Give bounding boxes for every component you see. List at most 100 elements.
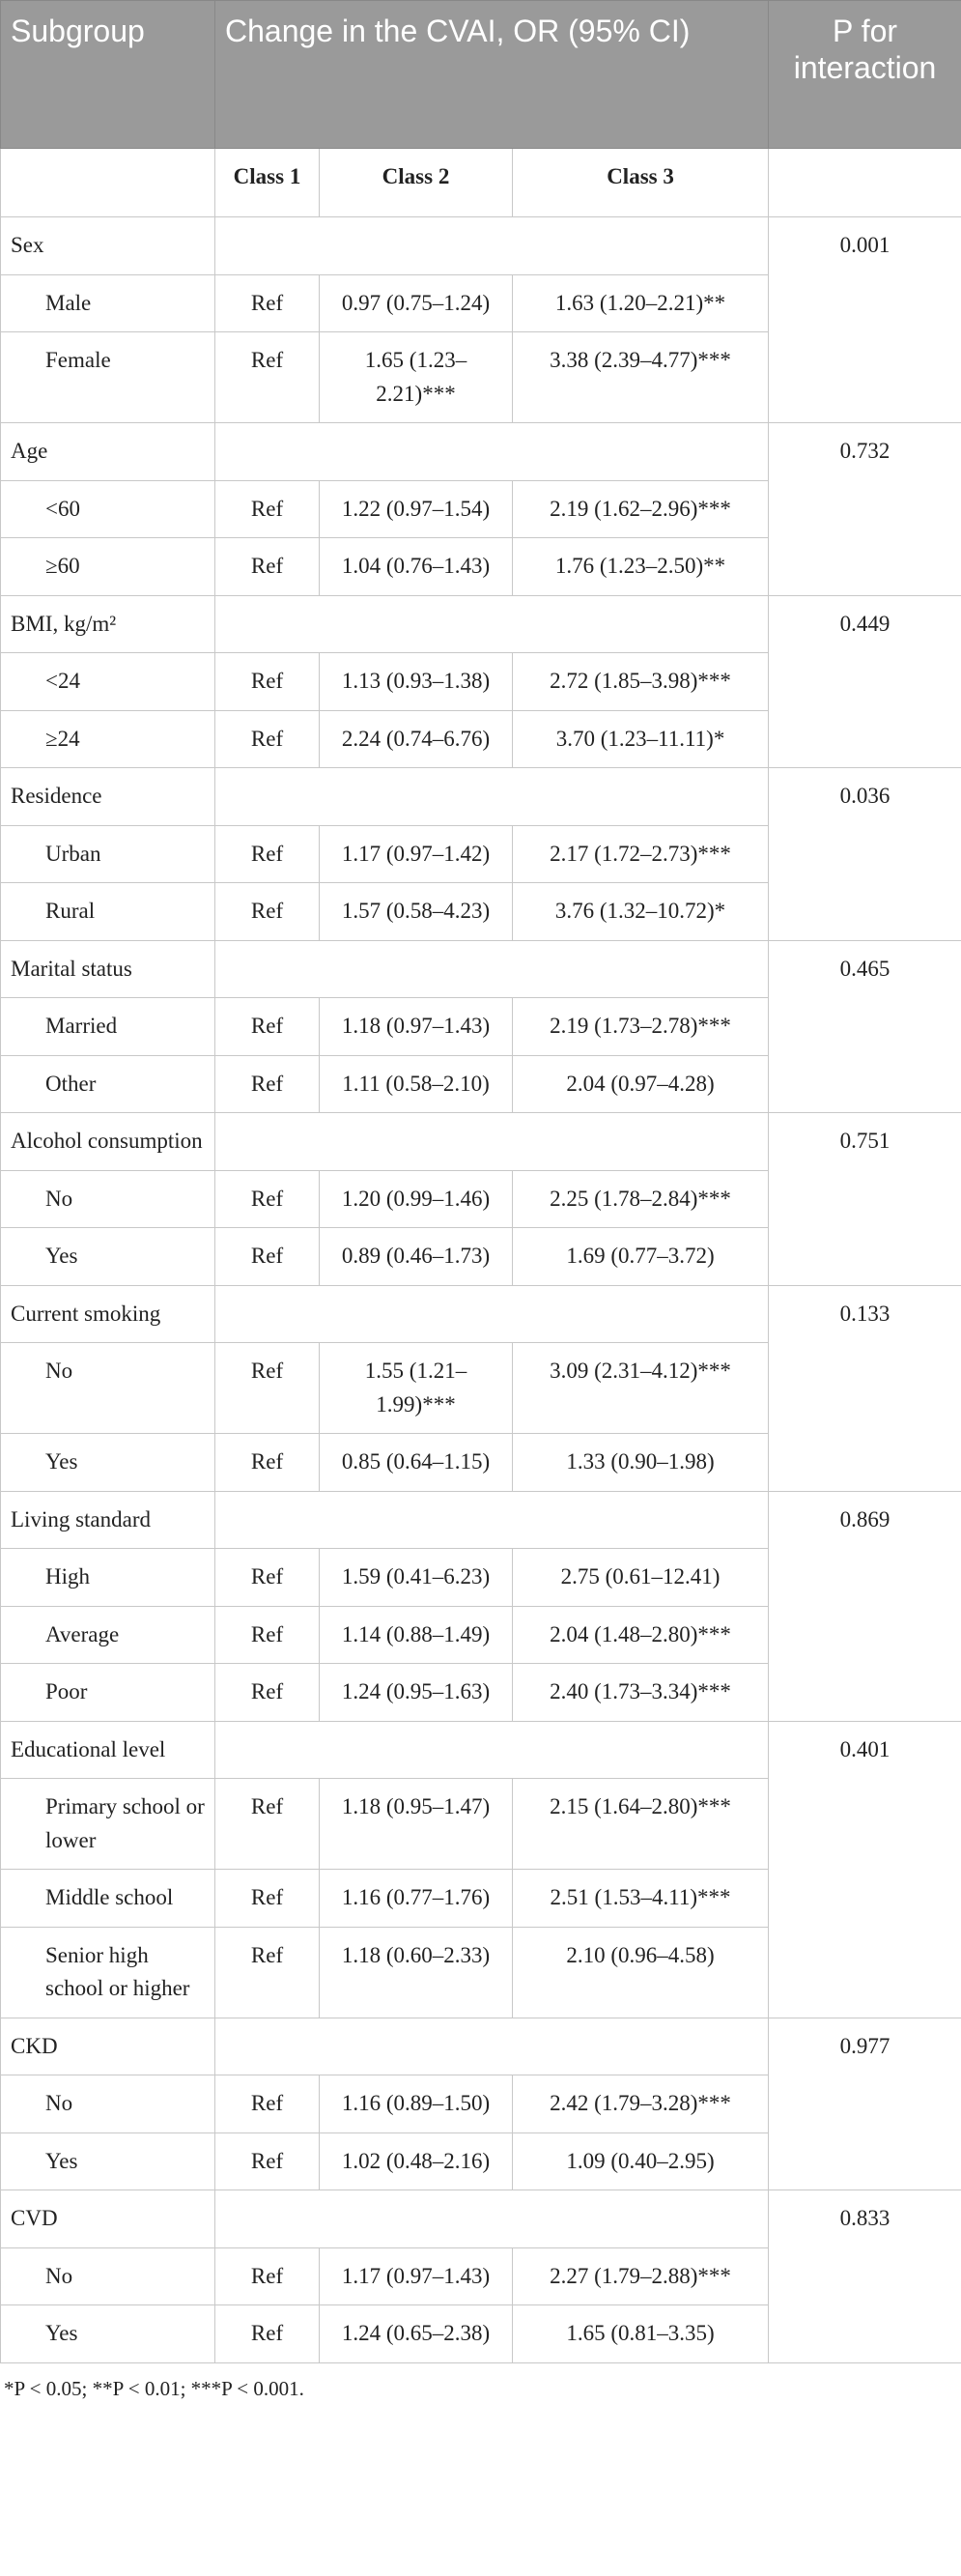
subgroup-label: Yes — [0, 1433, 215, 1492]
group-label: Current smoking — [0, 1284, 215, 1343]
or-cell: 1.59 (0.41–6.23) — [319, 1548, 513, 1607]
subgroup-row: No Ref 1.16 (0.89–1.50) 2.42 (1.79–3.28)*** — [0, 2075, 961, 2133]
subheader-cell: Class 1 — [214, 148, 320, 217]
or-cell: 1.24 (0.95–1.63) — [319, 1663, 513, 1722]
or-cell: Ref — [214, 1548, 320, 1607]
or-cell: 1.33 (0.90–1.98) — [511, 1433, 770, 1492]
or-cell: 1.11 (0.58–2.10) — [319, 1054, 513, 1113]
subgroup-row: ≥24 Ref 2.24 (0.74–6.76) 3.70 (1.23–11.11)* — [0, 709, 961, 768]
or-cell: Ref — [214, 2132, 320, 2190]
empty-cell — [213, 2017, 770, 2075]
subgroup-row: <60 Ref 1.22 (0.97–1.54) 2.19 (1.62–2.96)**… — [0, 479, 961, 538]
or-cell: 2.19 (1.62–2.96)*** — [511, 479, 770, 538]
subgroup-row: Primary school or lower Ref 1.18 (0.95–1.4… — [0, 1778, 961, 1870]
subgroup-label: <24 — [0, 652, 215, 711]
or-cell: 1.76 (1.23–2.50)** — [511, 537, 770, 596]
subgroup-label: Senior high school or higher — [0, 1926, 215, 2018]
subgroup-row: Yes Ref 1.02 (0.48–2.16) 1.09 (0.40–2.95) — [0, 2132, 961, 2190]
subgroup-label: Female — [0, 331, 215, 423]
subgroup-label: No — [0, 2075, 215, 2133]
or-cell: 2.27 (1.79–2.88)*** — [511, 2247, 770, 2305]
empty-cell — [213, 1112, 770, 1171]
group-row: Alcohol consumption 0.751 — [0, 1112, 961, 1286]
p-value: 0.732 — [768, 422, 961, 596]
empty-cell — [213, 767, 770, 826]
p-value: 0.869 — [768, 1490, 961, 1722]
subgroup-row: ≥60 Ref 1.04 (0.76–1.43) 1.76 (1.23–2.50)** — [0, 537, 961, 596]
subgroup-label: High — [0, 1548, 215, 1607]
or-cell: 2.15 (1.64–2.80)*** — [511, 1778, 770, 1870]
or-cell: Ref — [214, 1663, 320, 1722]
group-label: Educational level — [0, 1720, 215, 1779]
or-cell: 0.85 (0.64–1.15) — [319, 1433, 513, 1492]
or-cell: 1.02 (0.48–2.16) — [319, 2132, 513, 2190]
subgroup-label: No — [0, 1169, 215, 1228]
or-cell: 1.17 (0.97–1.43) — [319, 2247, 513, 2305]
group-label: Marital status — [0, 939, 215, 998]
empty-cell — [213, 422, 770, 481]
subgroup-row: Average Ref 1.14 (0.88–1.49) 2.04 (1.48–2.8… — [0, 1605, 961, 1664]
or-cell: 0.97 (0.75–1.24) — [319, 273, 513, 332]
p-value: 0.036 — [768, 767, 961, 941]
empty-cell — [0, 148, 215, 217]
or-cell: Ref — [214, 1433, 320, 1492]
group-row: Age 0.732 — [0, 422, 961, 596]
group-row: Current smoking 0.133 — [0, 1284, 961, 1492]
header-row: Subgroup Change in the CVAI, OR (95% CI)… — [0, 0, 961, 149]
or-cell: Ref — [214, 1342, 320, 1434]
or-cell: 1.22 (0.97–1.54) — [319, 479, 513, 538]
or-cell: 3.09 (2.31–4.12)*** — [511, 1342, 770, 1434]
or-cell: Ref — [214, 2247, 320, 2305]
or-cell: 2.19 (1.73–2.78)*** — [511, 997, 770, 1056]
p-value: 0.001 — [768, 216, 961, 423]
or-cell: 3.70 (1.23–11.11)* — [511, 709, 770, 768]
or-cell: Ref — [214, 652, 320, 711]
empty-cell — [213, 2190, 770, 2248]
or-cell: 2.75 (0.61–12.41) — [511, 1548, 770, 1607]
or-cell: 2.24 (0.74–6.76) — [319, 709, 513, 768]
subgroup-row: Urban Ref 1.17 (0.97–1.42) 2.17 (1.72–2.73)… — [0, 824, 961, 883]
or-cell: 3.38 (2.39–4.77)*** — [511, 331, 770, 423]
group-row: Educational level 0.401 — [0, 1720, 961, 2018]
group-row: Residence 0.036 — [0, 767, 961, 941]
header-cell: P for interaction — [768, 0, 961, 149]
or-cell: 0.89 (0.46–1.73) — [319, 1227, 513, 1286]
or-cell: Ref — [214, 537, 320, 596]
subheader-cell: Class 2 — [319, 148, 513, 217]
or-cell: 1.20 (0.99–1.46) — [319, 1169, 513, 1228]
p-value: 0.977 — [768, 2017, 961, 2190]
subgroup-row: No Ref 1.20 (0.99–1.46) 2.25 (1.78–2.84)*** — [0, 1169, 961, 1228]
or-cell: Ref — [214, 1169, 320, 1228]
footnote: *P < 0.05; **P < 0.01; ***P < 0.001. — [4, 2376, 304, 2400]
or-cell: 1.16 (0.89–1.50) — [319, 2075, 513, 2133]
empty-cell — [213, 1284, 770, 1343]
group-label: Residence — [0, 767, 215, 826]
or-cell: Ref — [214, 273, 320, 332]
or-cell: Ref — [214, 709, 320, 768]
subgroup-label: Urban — [0, 824, 215, 883]
or-cell: 2.17 (1.72–2.73)*** — [511, 824, 770, 883]
subgroup-label: Married — [0, 997, 215, 1056]
subgroup-label: Primary school or lower — [0, 1778, 215, 1870]
or-cell: 2.04 (0.97–4.28) — [511, 1054, 770, 1113]
or-cell: 2.51 (1.53–4.11)*** — [511, 1869, 770, 1928]
p-value: 0.833 — [768, 2190, 961, 2363]
group-label: BMI, kg/m² — [0, 594, 215, 653]
subgroup-row: No Ref 1.17 (0.97–1.43) 2.27 (1.79–2.88)*** — [0, 2247, 961, 2305]
subgroup-row: Senior high school or higher Ref 1.18 (0.6… — [0, 1926, 961, 2018]
or-cell: 3.76 (1.32–10.72)* — [511, 882, 770, 941]
subgroup-row: Female Ref 1.65 (1.23–2.21)*** 3.38 (2.39–4… — [0, 331, 961, 423]
group-row: CKD 0.977 — [0, 2017, 961, 2190]
or-cell: Ref — [214, 1054, 320, 1113]
or-cell: Ref — [214, 1926, 320, 2018]
or-cell: 1.13 (0.93–1.38) — [319, 652, 513, 711]
or-cell: Ref — [214, 1605, 320, 1664]
or-cell: 1.24 (0.65–2.38) — [319, 2304, 513, 2363]
or-cell: 1.18 (0.95–1.47) — [319, 1778, 513, 1870]
subgroup-label: Yes — [0, 2132, 215, 2190]
p-value: 0.465 — [768, 939, 961, 1113]
or-cell: Ref — [214, 1227, 320, 1286]
group-row: Marital status 0.465 — [0, 939, 961, 1113]
or-cell: 2.42 (1.79–3.28)*** — [511, 2075, 770, 2133]
